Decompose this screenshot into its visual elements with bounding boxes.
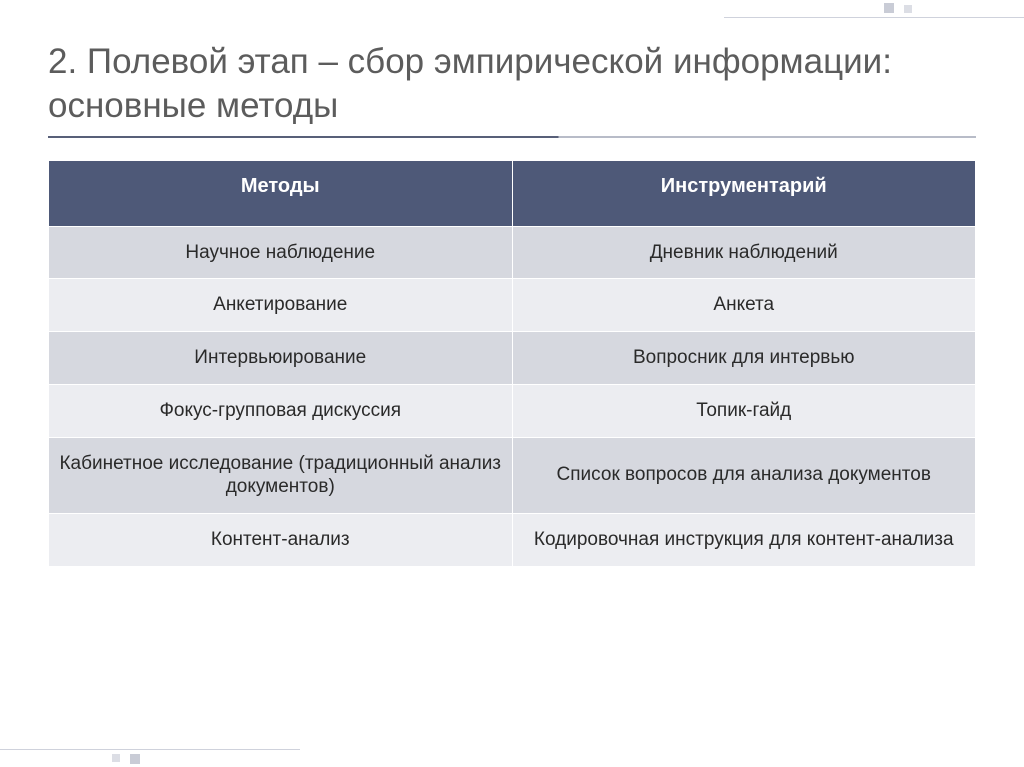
slide: 2. Полевой этап – сбор эмпирической инфо… xyxy=(0,0,1024,767)
cell-method: Кабинетное исследование (традиционный ан… xyxy=(49,437,513,514)
table-row: Интервьюирование Вопросник для интервью xyxy=(49,332,976,385)
col-header-methods: Методы xyxy=(49,160,513,226)
table-row: Анкетирование Анкета xyxy=(49,279,976,332)
cell-method: Фокус-групповая дискуссия xyxy=(49,384,513,437)
methods-table: Методы Инструментарий Научное наблюдение… xyxy=(48,160,976,567)
slide-title: 2. Полевой этап – сбор эмпирической инфо… xyxy=(48,40,976,128)
cell-tool: Дневник наблюдений xyxy=(512,226,976,279)
decoration-bottom xyxy=(0,749,300,767)
cell-tool: Вопросник для интервью xyxy=(512,332,976,385)
table-header-row: Методы Инструментарий xyxy=(49,160,976,226)
cell-method: Научное наблюдение xyxy=(49,226,513,279)
cell-tool: Анкета xyxy=(512,279,976,332)
cell-tool: Топик-гайд xyxy=(512,384,976,437)
cell-tool: Список вопросов для анализа документов xyxy=(512,437,976,514)
decoration-top xyxy=(724,0,1024,18)
table-row: Кабинетное исследование (традиционный ан… xyxy=(49,437,976,514)
table-row: Контент-анализ Кодировочная инструкция д… xyxy=(49,514,976,567)
title-underline xyxy=(48,136,976,138)
table-row: Научное наблюдение Дневник наблюдений xyxy=(49,226,976,279)
cell-method: Интервьюирование xyxy=(49,332,513,385)
cell-method: Контент-анализ xyxy=(49,514,513,567)
cell-method: Анкетирование xyxy=(49,279,513,332)
col-header-tools: Инструментарий xyxy=(512,160,976,226)
cell-tool: Кодировочная инструкция для контент-анал… xyxy=(512,514,976,567)
table-row: Фокус-групповая дискуссия Топик-гайд xyxy=(49,384,976,437)
